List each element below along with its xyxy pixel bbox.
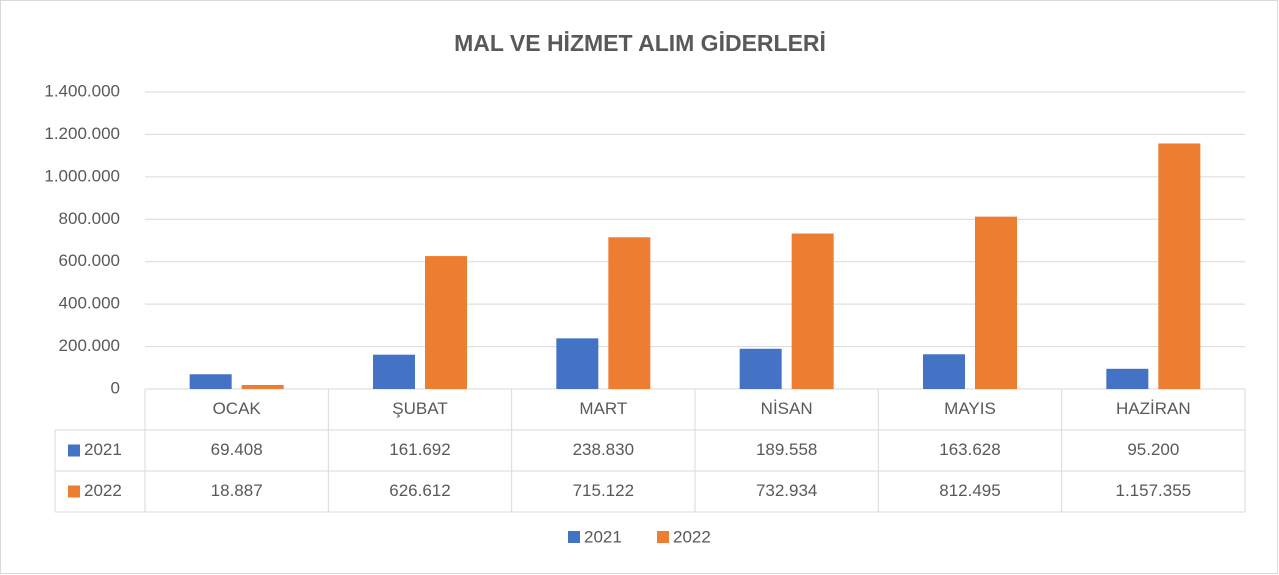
- bar: [189, 374, 232, 389]
- legend-label: 2021: [584, 527, 622, 546]
- table-legend-key: [68, 485, 80, 498]
- table-value: 18.887: [211, 481, 263, 500]
- bar: [608, 237, 651, 389]
- table-value: 161.692: [389, 440, 450, 459]
- y-tick-label: 0: [111, 378, 120, 397]
- table-value: 95.200: [1127, 440, 1179, 459]
- table-value: 715.122: [573, 481, 634, 500]
- bar: [923, 354, 965, 389]
- table-value: 69.408: [211, 440, 263, 459]
- x-tick-label: MAYIS: [944, 399, 996, 418]
- x-tick-label: NİSAN: [761, 399, 813, 418]
- bar: [241, 384, 284, 389]
- bar: [556, 338, 599, 389]
- table-value: 626.612: [389, 481, 450, 500]
- y-tick-label: 600.000: [59, 251, 120, 270]
- x-tick-label: MART: [579, 399, 627, 418]
- bar: [1106, 368, 1149, 389]
- legend-key: [568, 531, 580, 543]
- chart-title: MAL VE HİZMET ALIM GİDERLERİ: [454, 30, 826, 56]
- bar: [975, 216, 1017, 389]
- table-value: 812.495: [939, 481, 1000, 500]
- legend-key: [657, 531, 669, 543]
- y-tick-label: 1.000.000: [44, 166, 120, 185]
- bar: [1158, 143, 1201, 389]
- x-tick-label: OCAK: [213, 399, 262, 418]
- legend-label: 2022: [673, 527, 711, 546]
- x-tick-label: ŞUBAT: [392, 399, 447, 418]
- y-tick-label: 1.200.000: [44, 124, 120, 143]
- table-row-label: 2021: [84, 440, 122, 459]
- bar: [739, 348, 782, 389]
- y-tick-label: 1.400.000: [44, 81, 120, 100]
- table-legend-key: [68, 444, 80, 457]
- table-row-label: 2022: [84, 481, 122, 500]
- y-tick-label: 800.000: [59, 209, 120, 228]
- bar: [791, 233, 834, 389]
- table-value: 163.628: [939, 440, 1000, 459]
- bar: [425, 256, 467, 389]
- table-value: 238.830: [573, 440, 634, 459]
- bar: [373, 354, 415, 389]
- y-tick-label: 400.000: [59, 294, 120, 313]
- y-tick-label: 200.000: [59, 336, 120, 355]
- table-value: 1.157.355: [1116, 481, 1192, 500]
- x-tick-label: HAZİRAN: [1116, 399, 1191, 418]
- table-value: 189.558: [756, 440, 817, 459]
- table-value: 732.934: [756, 481, 817, 500]
